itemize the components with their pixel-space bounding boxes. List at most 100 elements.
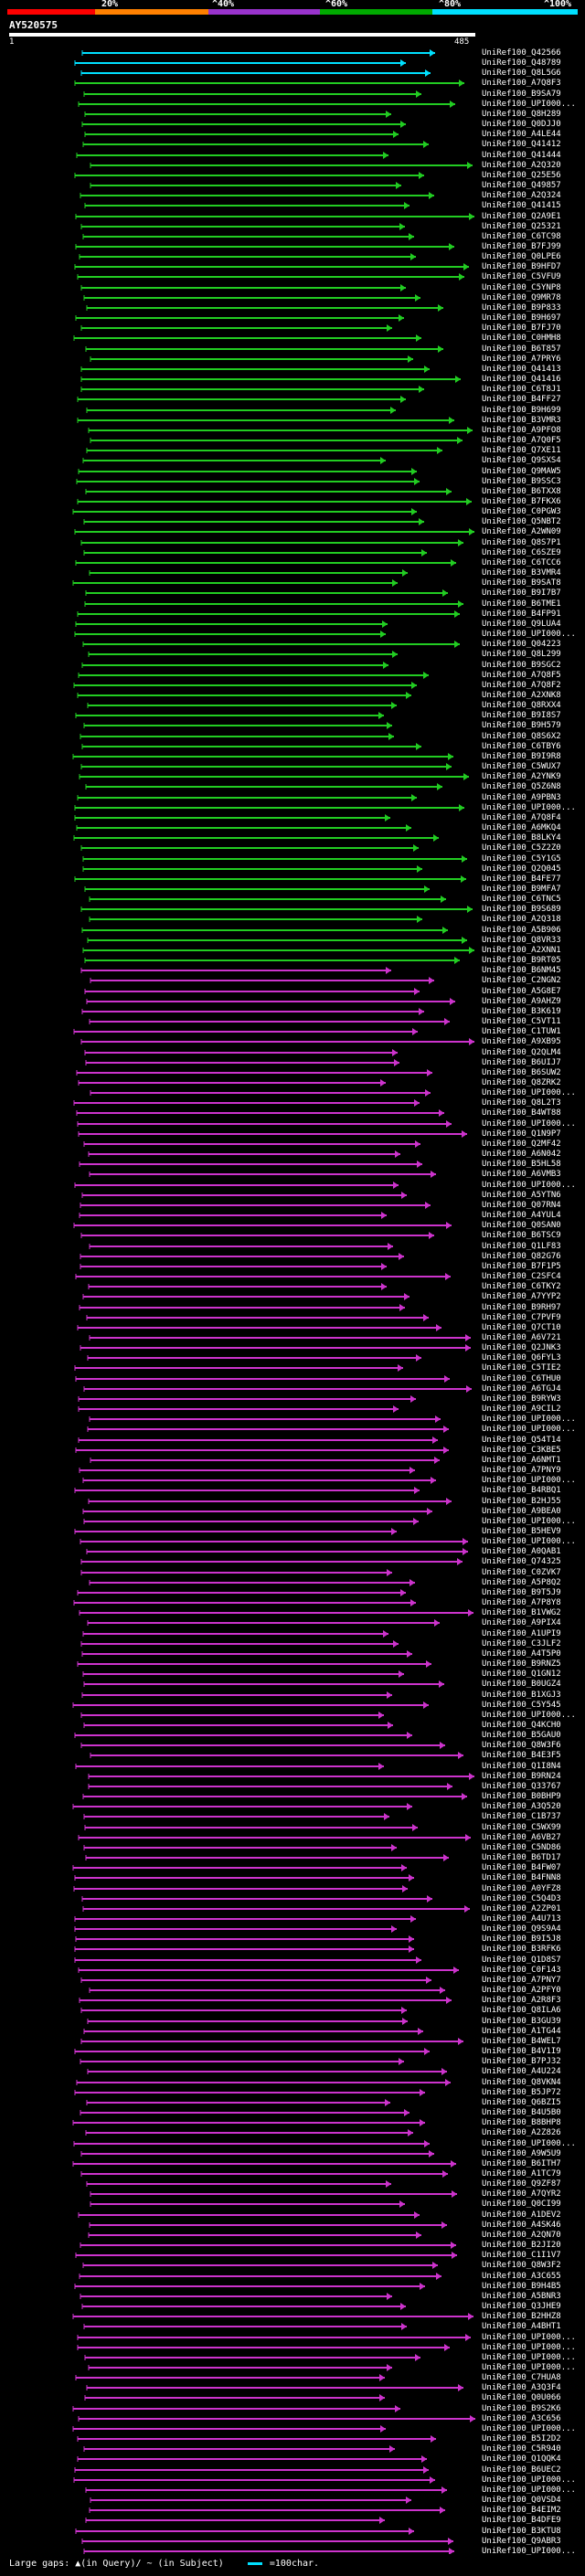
hit-label[interactable]: UniRef100_A5B906 (482, 926, 561, 935)
hit-label[interactable]: UniRef100_C5VFU9 (482, 272, 561, 281)
hit-label[interactable]: UniRef100_B9RH97 (482, 1303, 561, 1312)
hit-label[interactable]: UniRef100_B4FW07 (482, 1863, 561, 1872)
hit-label[interactable]: UniRef100_B9RYW3 (482, 1394, 561, 1404)
hit-label[interactable]: UniRef100_C6TNC5 (482, 895, 561, 904)
hit-label[interactable]: UniRef100_B0BHP9 (482, 1792, 561, 1801)
hit-label[interactable]: UniRef100_C6TC98 (482, 232, 561, 241)
hit-label[interactable]: UniRef100_Q8L299 (482, 650, 561, 659)
hit-label[interactable]: UniRef100_A4SK46 (482, 2221, 561, 2230)
hit-label[interactable]: UniRef100_Q8VKN4 (482, 2078, 561, 2087)
hit-label[interactable]: UniRef100_B7FJ70 (482, 323, 561, 333)
hit-label[interactable]: UniRef100_C5ND86 (482, 1843, 561, 1852)
hit-label[interactable]: UniRef100_A2WN09 (482, 527, 561, 536)
hit-label[interactable]: UniRef100_B5HL58 (482, 1160, 561, 1169)
hit-label[interactable]: UniRef100_C6TBY6 (482, 742, 561, 751)
hit-label[interactable]: UniRef100_Q0U066 (482, 2393, 561, 2402)
hit-label[interactable]: UniRef100_A2XNN1 (482, 946, 561, 955)
hit-label[interactable]: UniRef100_Q0LPE6 (482, 252, 561, 261)
hit-label[interactable]: UniRef100_A7QYR2 (482, 2189, 561, 2199)
hit-label[interactable]: UniRef100_A7Q8F3 (482, 79, 561, 88)
hit-label[interactable]: UniRef100_UPI000... (482, 100, 576, 109)
hit-label[interactable]: UniRef100_A6MKQ4 (482, 823, 561, 832)
hit-label[interactable]: UniRef100_UPI000... (482, 1415, 576, 1424)
hit-label[interactable]: UniRef100_UPI000... (482, 1476, 576, 1485)
hit-label[interactable]: UniRef100_Q4KCH0 (482, 1721, 561, 1730)
hit-label[interactable]: UniRef100_Q8ILA6 (482, 2006, 561, 2015)
hit-label[interactable]: UniRef100_Q7XE11 (482, 446, 561, 455)
hit-label[interactable]: UniRef100_B6T857 (482, 345, 561, 354)
hit-label[interactable]: UniRef100_B1VWG2 (482, 1608, 561, 1617)
hit-label[interactable]: UniRef100_A7PRY6 (482, 355, 561, 364)
hit-label[interactable]: UniRef100_B4V1I9 (482, 2047, 561, 2056)
hit-label[interactable]: UniRef100_A9BEA0 (482, 1507, 561, 1516)
hit-label[interactable]: UniRef100_A9PFO8 (482, 426, 561, 435)
hit-label[interactable]: UniRef100_C6TKY2 (482, 1282, 561, 1291)
hit-label[interactable]: UniRef100_B7FJ99 (482, 242, 561, 251)
hit-label[interactable]: UniRef100_C6TCC6 (482, 558, 561, 567)
hit-label[interactable]: UniRef100_UPI000... (482, 2475, 576, 2485)
hit-label[interactable]: UniRef100_Q9LUA4 (482, 620, 561, 629)
hit-label[interactable]: UniRef100_B5JP72 (482, 2088, 561, 2097)
hit-label[interactable]: UniRef100_UPI000... (482, 2547, 576, 2556)
hit-label[interactable]: UniRef100_Q8W3F6 (482, 1741, 561, 1750)
hit-label[interactable]: UniRef100_B9RNZ5 (482, 1659, 561, 1669)
hit-label[interactable]: UniRef100_Q8RXX4 (482, 701, 561, 710)
hit-label[interactable]: UniRef100_Q5NBT2 (482, 517, 561, 526)
hit-label[interactable]: UniRef100_Q41413 (482, 365, 561, 374)
hit-label[interactable]: UniRef100_B4DFE9 (482, 2516, 561, 2525)
hit-label[interactable]: UniRef100_A6TGJ4 (482, 1384, 561, 1394)
hit-label[interactable]: UniRef100_B3KTU8 (482, 2527, 561, 2536)
hit-label[interactable]: UniRef100_B9H699 (482, 406, 561, 415)
hit-label[interactable]: UniRef100_UPI000... (482, 2353, 576, 2362)
hit-label[interactable]: UniRef100_A6V721 (482, 1333, 561, 1342)
hit-label[interactable]: UniRef100_B4FF27 (482, 395, 561, 404)
hit-label[interactable]: UniRef100_Q8W3F2 (482, 2261, 561, 2270)
hit-label[interactable]: UniRef100_C5Q4D3 (482, 1894, 561, 1903)
hit-label[interactable]: UniRef100_Q33767 (482, 1782, 561, 1791)
hit-label[interactable]: UniRef100_Q0CI99 (482, 2200, 561, 2209)
hit-label[interactable]: UniRef100_A4LE44 (482, 130, 561, 139)
hit-label[interactable]: UniRef100_A6N042 (482, 1150, 561, 1159)
hit-label[interactable]: UniRef100_B9T5J9 (482, 1588, 561, 1597)
hit-label[interactable]: UniRef100_B9H4B5 (482, 2282, 561, 2291)
hit-label[interactable]: UniRef100_B9SSC3 (482, 477, 561, 486)
hit-label[interactable]: UniRef100_Q82G76 (482, 1252, 561, 1261)
hit-label[interactable]: UniRef100_A2QN70 (482, 2231, 561, 2240)
hit-label[interactable]: UniRef100_A4BHT1 (482, 2322, 561, 2331)
hit-label[interactable]: UniRef100_A2Q324 (482, 191, 561, 200)
hit-label[interactable]: UniRef100_C5VT11 (482, 1017, 561, 1026)
hit-label[interactable]: UniRef100_B6TXX8 (482, 487, 561, 496)
hit-label[interactable]: UniRef100_A1TC79 (482, 2169, 561, 2178)
hit-label[interactable]: UniRef100_UPI000... (482, 2424, 576, 2433)
hit-label[interactable]: UniRef100_A2R8F3 (482, 1996, 561, 2005)
hit-label[interactable]: UniRef100_Q54T14 (482, 1436, 561, 1445)
hit-label[interactable]: UniRef100_B4EIM2 (482, 2506, 561, 2515)
hit-label[interactable]: UniRef100_C3JLF2 (482, 1639, 561, 1648)
hit-label[interactable]: UniRef100_B9SAT8 (482, 578, 561, 588)
hit-label[interactable]: UniRef100_Q9MR78 (482, 293, 561, 302)
hit-label[interactable]: UniRef100_C7PVF9 (482, 1313, 561, 1322)
hit-label[interactable]: UniRef100_B9H697 (482, 313, 561, 323)
hit-label[interactable]: UniRef100_A1TG44 (482, 2027, 561, 2036)
hit-label[interactable]: UniRef100_A3C655 (482, 2272, 561, 2281)
hit-label[interactable]: UniRef100_UPI000... (482, 2139, 576, 2148)
hit-label[interactable]: UniRef100_B3RFK6 (482, 1945, 561, 1954)
hit-label[interactable]: UniRef100_A0QAB1 (482, 1547, 561, 1556)
hit-label[interactable]: UniRef100_B9SA79 (482, 90, 561, 99)
hit-label[interactable]: UniRef100_Q2Q045 (482, 864, 561, 874)
hit-label[interactable]: UniRef100_A7P8Y8 (482, 1598, 561, 1607)
hit-label[interactable]: UniRef100_B5HEV9 (482, 1527, 561, 1536)
hit-label[interactable]: UniRef100_A9CIL2 (482, 1405, 561, 1414)
hit-label[interactable]: UniRef100_C5Z2Z0 (482, 843, 561, 853)
hit-label[interactable]: UniRef100_Q6BZI5 (482, 2098, 561, 2107)
hit-label[interactable]: UniRef100_B9S689 (482, 905, 561, 914)
hit-label[interactable]: UniRef100_Q41444 (482, 151, 561, 160)
hit-label[interactable]: UniRef100_B9SGC2 (482, 661, 561, 670)
hit-label[interactable]: UniRef100_A9XB95 (482, 1037, 561, 1046)
hit-label[interactable]: UniRef100_B9I7B7 (482, 588, 561, 598)
hit-label[interactable]: UniRef100_Q9MAW5 (482, 467, 561, 476)
hit-label[interactable]: UniRef100_Q8VR33 (482, 936, 561, 945)
hit-label[interactable]: UniRef100_A2XNK8 (482, 691, 561, 700)
hit-label[interactable]: UniRef100_Q2A9E1 (482, 212, 561, 221)
hit-label[interactable]: UniRef100_B3GU39 (482, 2017, 561, 2026)
